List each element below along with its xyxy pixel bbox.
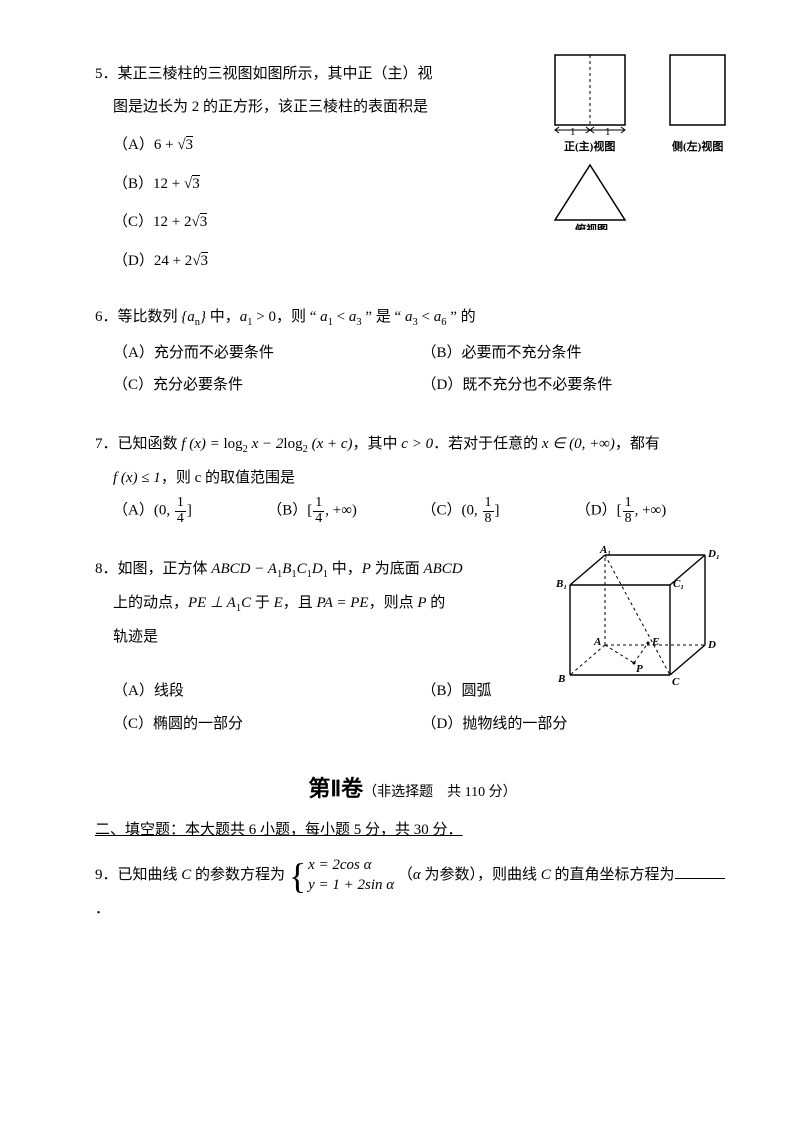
q8-number: 8．	[95, 561, 118, 577]
q7d-pre: （D）[	[576, 503, 622, 519]
q7b-num: 1	[313, 496, 324, 512]
q6-options: （A）充分而不必要条件 （B）必要而不充分条件 （C）充分必要条件 （D）既不充…	[95, 337, 730, 402]
q7-t3: ．若对于任意的	[433, 436, 542, 452]
q7b-den: 4	[313, 512, 324, 527]
q6-opt-c[interactable]: （C）充分必要条件	[113, 371, 422, 400]
q5-stem-line2: 图是边长为 2 的正方形，该正三棱柱的表面积是	[95, 93, 475, 122]
q7-opt-c[interactable]: （C）(0, 18]	[422, 496, 576, 526]
q7b-pre: （B）[	[267, 503, 312, 519]
cube-diagram: A₁ D₁ B₁ C₁ A D B C P E	[550, 545, 725, 700]
q7-opt-a[interactable]: （A）(0, 14]	[113, 496, 267, 526]
q6-number: 6．	[95, 309, 118, 325]
lbl-B1: B₁	[555, 578, 567, 590]
q5-opt-d[interactable]: （D）24 + 2√3	[113, 247, 475, 276]
lbl-E: E	[651, 636, 659, 648]
q7-number: 7．	[95, 436, 118, 452]
q5-opt-c[interactable]: （C）12 + 2√3	[113, 208, 475, 237]
q7d-num: 1	[623, 496, 634, 512]
q6-opt-d[interactable]: （D）既不充分也不必要条件	[422, 371, 731, 400]
q7c-num: 1	[483, 496, 494, 512]
lbl-A: A	[593, 636, 601, 648]
q8-opt-a[interactable]: （A）线段	[113, 677, 422, 706]
q7-stem-1: 7．已知函数 f (x) = log2 x − 2log2 (x + c)，其中…	[95, 430, 730, 460]
q7-opt-b[interactable]: （B）[14, +∞)	[267, 496, 421, 526]
q7d-post: , +∞)	[635, 503, 667, 519]
q9-param-eq: x = 2cos α y = 1 + 2sin α	[308, 856, 394, 895]
q7a-pre: （A）(0,	[113, 503, 174, 519]
q7-opt-d[interactable]: （D）[18, +∞)	[576, 496, 730, 526]
section-2-sub: （非选择题 共 110 分）	[363, 785, 516, 800]
lbl-B: B	[557, 673, 565, 685]
q9-number: 9．	[95, 867, 118, 883]
q7a-den: 4	[175, 512, 186, 527]
q8-stem-1: 8．如图，正方体 ABCD − A1B1C1D1 中，P 为底面 ABCD	[95, 555, 465, 585]
q9-blank[interactable]	[675, 863, 725, 879]
q7c-den: 8	[483, 512, 494, 527]
three-view-diagram: 1 1 正(主)视图 侧(左)视图 俯视图	[540, 50, 740, 230]
q7-t4: ，都有	[615, 436, 660, 452]
lbl-C1: C₁	[673, 578, 684, 590]
q9-end: ．	[95, 901, 110, 917]
q7b-post: , +∞)	[325, 503, 357, 519]
q8-opt-c[interactable]: （C）椭圆的一部分	[113, 710, 422, 739]
q8-figure: A₁ D₁ B₁ C₁ A D B C P E	[550, 545, 725, 711]
q7-t1: 已知函数	[118, 436, 182, 452]
question-6: 6．等比数列 {an} 中，a1 > 0，则 “ a1 < a3 ” 是 “ a…	[95, 303, 730, 402]
q7c-post: ]	[495, 503, 500, 519]
section-2-title: 第Ⅱ卷	[308, 776, 363, 801]
q7-t5: ，则 c 的取值范围是	[161, 470, 295, 486]
q7-options: （A）(0, 14] （B）[14, +∞) （C）(0, 18] （D）[18…	[95, 496, 730, 526]
q9-pre: 已知曲线 C 的参数方程为	[118, 867, 289, 883]
question-8: A₁ D₁ B₁ C₁ A D B C P E 8．如图，正方体 ABCD − …	[95, 555, 730, 740]
q8-stem-3: 轨迹是	[95, 623, 465, 652]
dim-1-right: 1	[605, 126, 611, 138]
lbl-C: C	[672, 676, 680, 688]
q5-opt-a[interactable]: （A）6 + √3	[113, 131, 475, 160]
q5-stem-line1: 某正三棱柱的三视图如图所示，其中正（主）视	[118, 66, 433, 82]
dim-1-left: 1	[570, 126, 576, 138]
q7c-pre: （C）(0,	[422, 503, 482, 519]
q5-options: （A）6 + √3 （B）12 + √3 （C）12 + 2√3 （D）24 +…	[95, 131, 475, 275]
q5-stem: 5．某正三棱柱的三视图如图所示，其中正（主）视	[95, 60, 475, 89]
front-view-label: 正(主)视图	[564, 139, 615, 153]
q8-opt-d[interactable]: （D）抛物线的一部分	[422, 710, 731, 739]
lbl-A1: A₁	[599, 545, 611, 556]
q5-opt-b[interactable]: （B）12 + √3	[113, 170, 475, 199]
q7d-den: 8	[623, 512, 634, 527]
q8-stem-2: 上的动点，PE ⊥ A1C 于 E，且 PA = PE，则点 P 的	[95, 589, 465, 619]
lbl-P: P	[636, 663, 643, 675]
fill-instructions: 二、填空题：本大题共 6 小题，每小题 5 分，共 30 分．	[95, 816, 730, 845]
q6-opt-a[interactable]: （A）充分而不必要条件	[113, 339, 422, 368]
q7-t2: ，其中	[353, 436, 402, 452]
fill-instr-text: 二、填空题：本大题共 6 小题，每小题 5 分，共 30 分．	[95, 822, 463, 838]
lbl-D: D	[707, 639, 716, 651]
q5-number: 5．	[95, 66, 118, 82]
q7a-num: 1	[175, 496, 186, 512]
q7-stem-2: f (x) ≤ 1，则 c 的取值范围是	[95, 464, 730, 493]
q7a-post: ]	[187, 503, 192, 519]
top-view-label: 俯视图	[575, 222, 608, 230]
lbl-D1: D₁	[707, 548, 720, 560]
section-2-header: 第Ⅱ卷（非选择题 共 110 分）	[95, 768, 730, 810]
question-7: 7．已知函数 f (x) = log2 x − 2log2 (x + c)，其中…	[95, 430, 730, 527]
question-9: 9．已知曲线 C 的参数方程为 { x = 2cos α y = 1 + 2si…	[95, 856, 730, 924]
q5-figure: 1 1 正(主)视图 侧(左)视图 俯视图	[540, 50, 740, 241]
side-view-label: 侧(左)视图	[672, 139, 723, 153]
q6-stem: 6．等比数列 {an} 中，a1 > 0，则 “ a1 < a3 ” 是 “ a…	[95, 303, 730, 333]
q6-opt-b[interactable]: （B）必要而不充分条件	[422, 339, 731, 368]
question-5: 1 1 正(主)视图 侧(左)视图 俯视图 5．某正三棱柱的三视图如图所示，其中…	[95, 60, 730, 275]
q9-mid: （α 为参数），则曲线 C 的直角坐标方程为	[398, 867, 675, 883]
